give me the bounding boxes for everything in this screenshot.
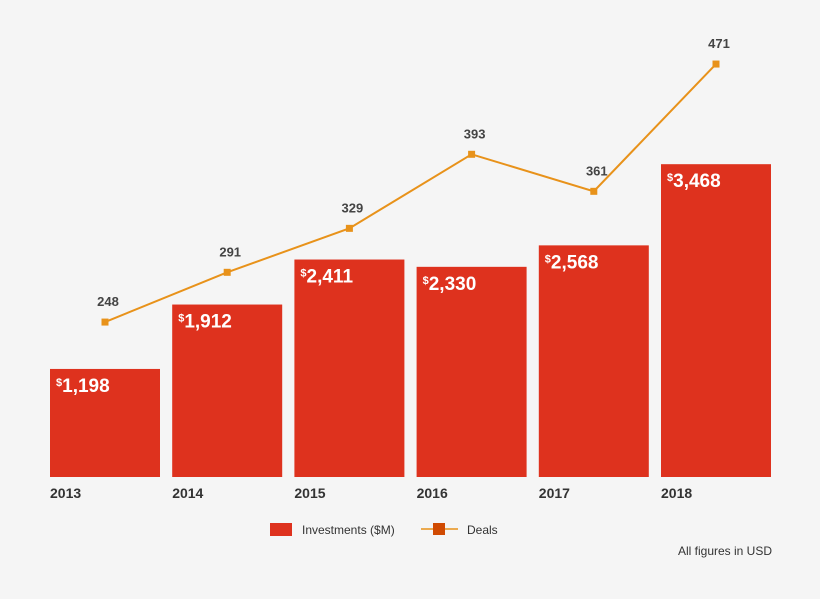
legend-swatch-investments xyxy=(270,523,292,536)
deals-marker-2016 xyxy=(468,150,476,158)
currency-note: All figures in USD xyxy=(678,544,772,558)
bar-label-2017: $2,568 xyxy=(545,252,599,273)
bar-2018 xyxy=(661,164,771,477)
legend-marker-deals xyxy=(433,523,445,535)
bar-label-2016: $2,330 xyxy=(423,274,477,295)
deals-label-2016: 393 xyxy=(464,126,486,141)
bar-2015 xyxy=(294,259,405,477)
bar-label-2018: $3,468 xyxy=(667,171,721,192)
bar-label-2015: $2,411 xyxy=(300,267,353,288)
deals-line xyxy=(104,63,717,323)
bar-2013 xyxy=(50,368,160,477)
legend-label-investments: Investments ($M) xyxy=(302,523,395,537)
bar-label-2014: $1,912 xyxy=(178,312,232,333)
bar-2017 xyxy=(538,245,649,477)
deals-marker-2013 xyxy=(101,318,109,326)
deals-marker-2018 xyxy=(712,60,720,68)
bar-label-2013: $1,198 xyxy=(56,376,110,397)
deals-marker-2017 xyxy=(590,187,598,195)
legend: Investments ($M) Deals xyxy=(270,523,498,537)
deals-marker-2014 xyxy=(223,268,231,276)
x-tick-2017: 2017 xyxy=(539,485,570,501)
bar-2014 xyxy=(172,304,283,477)
deals-label-2015: 329 xyxy=(342,200,364,215)
deals-label-2014: 291 xyxy=(219,244,241,259)
legend-label-deals: Deals xyxy=(467,523,498,537)
x-tick-2016: 2016 xyxy=(417,485,448,501)
x-tick-2015: 2015 xyxy=(294,485,325,501)
deals-marker-2015 xyxy=(345,224,353,232)
x-tick-2013: 2013 xyxy=(50,485,81,501)
deals-label-2018: 471 xyxy=(708,36,730,51)
x-tick-2018: 2018 xyxy=(661,485,692,501)
bar-2016 xyxy=(416,266,527,477)
deals-label-2013: 248 xyxy=(97,294,119,309)
x-tick-2014: 2014 xyxy=(172,485,203,501)
deals-label-2017: 361 xyxy=(586,163,608,178)
